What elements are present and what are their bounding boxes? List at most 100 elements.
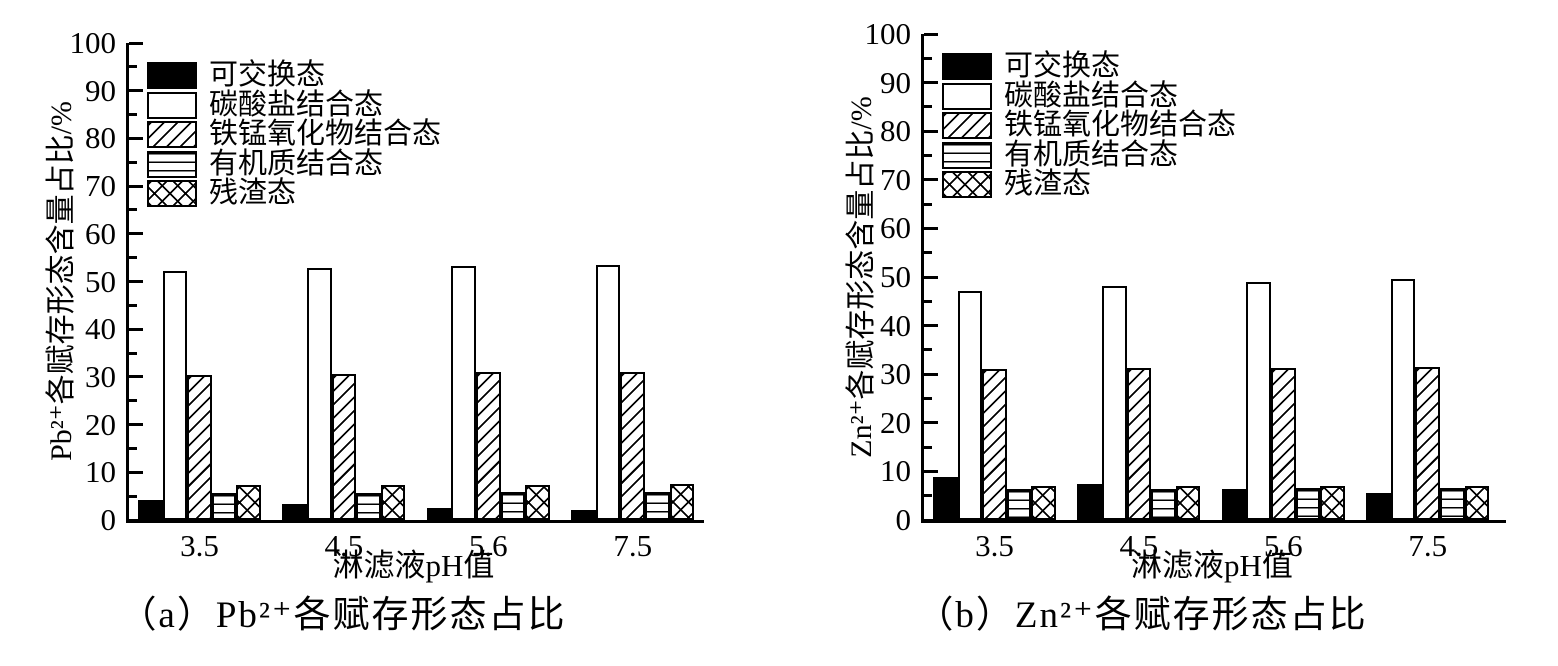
bar-carbonate-bound-ph-3.5 [162, 271, 188, 520]
y-tick-label: 40 [880, 307, 911, 343]
y-major-tick [129, 232, 143, 236]
y-minor-tick [129, 256, 137, 260]
bar-exchangeable-ph-3.5 [138, 499, 163, 520]
y-minor-tick [924, 397, 932, 400]
y-major-tick [924, 372, 938, 376]
y-major-tick [924, 421, 938, 425]
legend: 可交换态 碳酸盐结合态 铁锰氧化物结合态 有机质结合态 残渣态 [147, 61, 442, 210]
y-tick-label: 70 [85, 168, 116, 204]
y-minor-tick [924, 251, 932, 255]
y-major-tick [129, 375, 143, 379]
legend-swatch-organic-bound [942, 141, 992, 169]
bar-carbonate-bound-ph-4.5 [1102, 285, 1127, 520]
legend-swatch-carbonate-bound [942, 82, 992, 110]
bar-fe-mn-oxide-bound-ph-3.5 [982, 368, 1007, 520]
bar-fe-mn-oxide-bound-ph-3.5 [187, 375, 212, 520]
y-major-tick [129, 136, 143, 140]
bar-residual-ph-3.5 [1031, 485, 1056, 520]
y-tick-label: 90 [880, 64, 911, 100]
y-major-tick [924, 469, 938, 473]
x-category-label: 4.5 [1119, 528, 1159, 563]
y-major-tick [924, 32, 938, 36]
legend-swatch-fe-mn-oxide-bound [942, 112, 992, 139]
x-category-label: 4.5 [324, 528, 364, 563]
y-major-tick [924, 178, 938, 182]
y-minor-tick [129, 160, 137, 164]
legend-label-organic-bound: 有机质结合态 [209, 147, 384, 180]
y-tick-label: 100 [69, 25, 117, 60]
y-tick-label: 80 [880, 113, 911, 149]
x-category-label: 7.5 [613, 528, 653, 563]
y-major-tick [129, 518, 143, 522]
legend-item-residual: 残渣态 [147, 177, 441, 209]
y-minor-tick [129, 446, 137, 450]
bar-carbonate-bound-ph-5.6 [451, 266, 476, 520]
y-tick-label: 0 [100, 502, 117, 537]
legend-item-exchangeable: 可交换态 [942, 50, 1236, 82]
legend-label-carbonate-bound: 碳酸盐结合态 [209, 88, 384, 121]
bar-residual-ph-4.5 [1175, 485, 1201, 520]
y-major-tick [129, 470, 143, 474]
y-tick-label: 10 [85, 454, 116, 490]
bar-organic-bound-ph-4.5 [1151, 488, 1176, 520]
bar-carbonate-bound-ph-3.5 [957, 290, 983, 520]
y-tick-label: 20 [880, 404, 911, 440]
y-minor-tick [129, 208, 137, 212]
bar-carbonate-bound-ph-5.6 [1246, 282, 1271, 520]
bar-carbonate-bound-ph-7.5 [595, 264, 621, 520]
legend-label-fe-mn-oxide-bound: 铁锰氧化物结合态 [209, 118, 442, 150]
legend-label-exchangeable: 可交换态 [1004, 50, 1121, 82]
legend-item-organic-bound: 有机质结合态 [942, 138, 1236, 171]
legend-label-fe-mn-oxide-bound: 铁锰氧化物结合态 [1004, 109, 1237, 141]
y-tick-label: 0 [895, 502, 912, 537]
bar-residual-ph-7.5 [1464, 485, 1490, 520]
y-major-tick [924, 518, 938, 522]
bar-carbonate-bound-ph-7.5 [1390, 279, 1416, 520]
y-minor-tick [129, 494, 137, 498]
y-minor-tick [924, 202, 932, 206]
x-axis-title-zn: 淋滤液pH值 [1131, 548, 1293, 583]
bar-fe-mn-oxide-bound-ph-5.6 [476, 372, 501, 520]
y-minor-tick [129, 113, 137, 117]
bar-exchangeable-ph-5.6 [1221, 488, 1247, 520]
y-major-tick [924, 129, 938, 133]
legend-swatch-residual [147, 180, 197, 207]
legend-item-carbonate-bound: 碳酸盐结合态 [942, 81, 1236, 110]
y-minor-tick [924, 105, 932, 109]
y-axis-label-pb: Pb²⁺各赋存形态含量占比/% [45, 101, 78, 461]
y-minor-tick [924, 56, 932, 60]
y-minor-tick [924, 154, 932, 157]
legend-item-carbonate-bound: 碳酸盐结合态 [147, 88, 441, 121]
legend-label-residual: 残渣态 [209, 177, 297, 209]
bar-fe-mn-oxide-bound-ph-5.6 [1271, 367, 1296, 520]
y-tick-label: 90 [85, 72, 116, 108]
bar-residual-ph-5.6 [525, 484, 550, 520]
y-minor-tick [924, 494, 932, 498]
y-tick-label: 30 [85, 358, 116, 394]
legend-swatch-exchangeable [147, 62, 197, 89]
y-major-tick [924, 324, 938, 328]
legend-swatch-fe-mn-oxide-bound [147, 121, 197, 148]
bar-organic-bound-ph-3.5 [211, 493, 237, 520]
y-major-tick [924, 81, 938, 85]
y-major-tick [129, 89, 143, 93]
y-minor-tick [924, 348, 932, 352]
y-minor-tick [924, 445, 932, 449]
legend-item-exchangeable: 可交换态 [147, 61, 441, 90]
bar-fe-mn-oxide-bound-ph-7.5 [620, 371, 645, 520]
y-minor-tick [129, 65, 137, 69]
bar-organic-bound-ph-7.5 [645, 491, 670, 520]
bar-fe-mn-oxide-bound-ph-4.5 [1126, 368, 1152, 520]
y-minor-tick [129, 351, 137, 355]
bar-organic-bound-ph-3.5 [1006, 489, 1032, 520]
y-tick-label: 60 [85, 215, 116, 251]
y-tick-label: 40 [85, 311, 116, 347]
bar-residual-ph-3.5 [236, 485, 261, 520]
bar-residual-ph-7.5 [669, 484, 695, 520]
legend-item-residual: 残渣态 [942, 170, 1236, 199]
y-major-tick [129, 327, 143, 331]
legend-label-organic-bound: 有机质结合态 [1004, 138, 1179, 171]
bar-exchangeable-ph-4.5 [1077, 484, 1102, 520]
legend-item-fe-mn-oxide-bound: 铁锰氧化物结合态 [147, 118, 442, 150]
plot-area-pb: 0 10 20 30 40 50 60 70 80 90 100 3.5 4.5 5.6 7.5 可交换态 碳酸… [70, 27, 704, 562]
